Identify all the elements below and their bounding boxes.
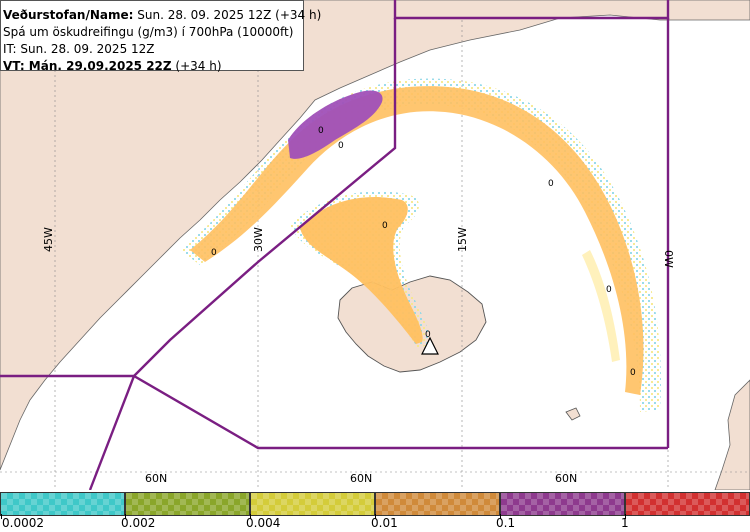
lon-label-15w: 15W — [456, 227, 469, 252]
legend-tick-label: 0.0002 — [2, 516, 44, 530]
legend-tick-mark — [1, 514, 2, 519]
lat-label-60n-1: 60N — [145, 472, 167, 485]
forecast-info-box: Veðurstofan/Name: Sun. 28. 09. 2025 12Z … — [0, 0, 322, 73]
legend-tick-mark — [125, 514, 126, 519]
contour-label: 0 — [630, 368, 636, 378]
legend-tick-label: 1 — [621, 516, 629, 530]
lat-label-60n-2: 60N — [350, 472, 372, 485]
fir-boundary — [0, 0, 670, 491]
legend-swatch — [375, 492, 500, 516]
contour-label: 0 — [211, 248, 217, 258]
legend-tick-mark — [625, 514, 626, 519]
legend-tick-mark — [375, 514, 376, 519]
legend-tick-label: 0.002 — [121, 516, 156, 530]
info-line-issue-time: IT: Sun. 28. 09. 2025 12Z — [3, 42, 155, 56]
contour-label: 0 — [318, 126, 324, 136]
legend-swatch — [0, 492, 125, 516]
info-line-valid-time: VT: Mán. 29.09.2025 22Z (+34 h) — [3, 59, 222, 73]
lon-label-30w: 30W — [252, 227, 265, 252]
info-line-name: Veðurstofan/Name: Sun. 28. 09. 2025 12Z … — [3, 8, 322, 22]
legend-tick-label: 0.004 — [246, 516, 281, 530]
legend-tick-label: 0.01 — [371, 516, 398, 530]
volcano-triangle-icon — [421, 336, 439, 355]
faroe-islands — [565, 407, 581, 421]
lat-label-60n-3: 60N — [555, 472, 577, 485]
lon-label-45w: 45W — [42, 227, 55, 252]
ash-plume — [180, 78, 661, 413]
contour-label: 0 — [382, 221, 388, 231]
contour-label: 0 — [548, 179, 554, 189]
legend-swatch — [250, 492, 375, 516]
contour-label: 0 — [606, 285, 612, 295]
legend-tick-label: 0.1 — [496, 516, 516, 530]
ash-high-core — [288, 90, 383, 159]
contour-label: 0 — [425, 330, 431, 340]
concentration-legend: 0.0002 0.002 0.004 0.01 0.1 1 — [0, 490, 750, 532]
legend-swatch — [500, 492, 625, 516]
lon-label-0w: 0W — [662, 250, 675, 268]
legend-colorbar — [0, 492, 750, 516]
legend-tick-mark — [250, 514, 251, 519]
legend-swatch — [125, 492, 250, 516]
legend-swatch — [625, 492, 750, 516]
info-line-description: Spá um öskudreifingu (g/m3) í 700hPa (10… — [3, 25, 294, 39]
legend-tick-mark — [500, 514, 501, 519]
contour-label: 0 — [338, 141, 344, 151]
